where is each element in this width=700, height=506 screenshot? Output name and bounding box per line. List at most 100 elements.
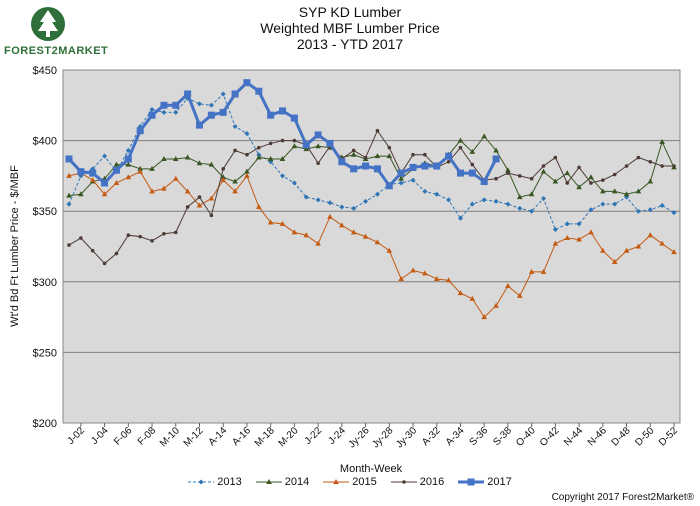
data-point [350, 165, 358, 173]
data-point [398, 180, 404, 186]
legend: 2013 2014 2015 2016 2017 [0, 476, 700, 488]
data-point [611, 188, 618, 194]
series-line [68, 171, 675, 318]
data-point [469, 148, 476, 154]
data-point [409, 163, 417, 171]
data-point [150, 239, 154, 243]
data-point [576, 221, 582, 227]
gridlines [63, 140, 680, 353]
data-point [161, 185, 167, 191]
data-point [410, 267, 416, 273]
data-point [267, 155, 274, 161]
legend-item-2015: 2015 [323, 476, 377, 488]
data-point [576, 236, 582, 242]
y-tick-label: $400 [33, 136, 57, 148]
data-point [601, 178, 605, 182]
data-point [374, 153, 381, 159]
data-point [303, 232, 310, 238]
x-axis-label: Month-Week [340, 463, 403, 475]
legend-label: 2017 [487, 476, 512, 488]
data-point [506, 171, 510, 175]
data-point [445, 152, 453, 160]
data-point [172, 101, 180, 109]
data-point [600, 188, 606, 194]
data-point [89, 177, 96, 183]
x-tick-label: Jy-28 [370, 425, 395, 450]
data-point [398, 175, 404, 181]
data-point [481, 133, 487, 139]
data-point [102, 261, 107, 266]
legend-item-2014: 2014 [255, 476, 309, 488]
data-point [244, 131, 250, 137]
data-point [624, 164, 629, 168]
data-point [423, 152, 427, 157]
data-point [468, 169, 476, 177]
data-point [137, 168, 143, 174]
x-tick-label: M-18 [253, 425, 277, 449]
data-point [446, 197, 452, 203]
data-point [327, 213, 333, 219]
data-point [480, 178, 488, 186]
data-point [315, 143, 321, 149]
data-point [577, 165, 581, 170]
data-point [279, 107, 287, 115]
x-tick-label: M-12 [182, 425, 206, 449]
data-point [552, 227, 558, 233]
data-point [647, 232, 654, 238]
x-tick-label: J-22 [303, 425, 325, 447]
series-2014 [66, 133, 677, 200]
data-point [457, 290, 464, 296]
data-point [552, 178, 559, 184]
y-axis-label: Wt'd Bd Ft Lumber Price - $/MBF [9, 165, 21, 327]
data-point [90, 248, 95, 253]
data-point [493, 147, 499, 153]
data-point [148, 111, 156, 119]
data-point [612, 172, 617, 177]
data-point [553, 155, 558, 160]
data-point [265, 479, 272, 484]
series-lines [65, 79, 677, 320]
chart-title-line3: 2013 - YTD 2017 [296, 36, 404, 52]
data-point [350, 229, 357, 235]
x-tick-labels: J-02 J-04 F-06 F-08 M-10 M-12 A-14 A-16 M-18 M-20… [65, 423, 680, 450]
data-point [659, 240, 665, 246]
data-point [339, 204, 345, 210]
data-point [493, 302, 499, 308]
data-point [65, 155, 73, 163]
data-point [173, 230, 178, 235]
data-point [208, 161, 215, 167]
data-point [244, 168, 250, 174]
y-tick-label: $350 [33, 206, 57, 218]
data-point [457, 215, 463, 221]
legend-swatch [255, 479, 282, 484]
data-point [219, 108, 227, 116]
data-point [540, 268, 547, 274]
data-point [481, 314, 487, 320]
data-point [255, 87, 263, 95]
data-point [101, 179, 109, 187]
legend-swatch [188, 479, 215, 485]
data-point [102, 153, 108, 159]
data-point [316, 161, 320, 165]
data-point [659, 203, 665, 209]
data-point [208, 102, 214, 108]
data-point [245, 152, 249, 157]
data-point [279, 155, 286, 161]
data-point [422, 188, 428, 194]
data-point [611, 259, 618, 265]
data-point [505, 283, 511, 289]
legend-item-2013: 2013 [188, 476, 242, 488]
data-point [648, 159, 653, 164]
data-point [481, 197, 487, 203]
y-tick-label: $300 [33, 277, 57, 289]
data-point [149, 188, 155, 194]
x-tick-label: S-38 [491, 425, 514, 448]
data-point [374, 239, 381, 245]
data-point [564, 221, 570, 227]
x-tick-label: F-06 [112, 425, 135, 448]
data-point [659, 139, 665, 145]
x-tick-label: D-48 [610, 425, 633, 448]
data-point [386, 247, 393, 253]
x-tick-label: Jy-26 [347, 425, 372, 450]
